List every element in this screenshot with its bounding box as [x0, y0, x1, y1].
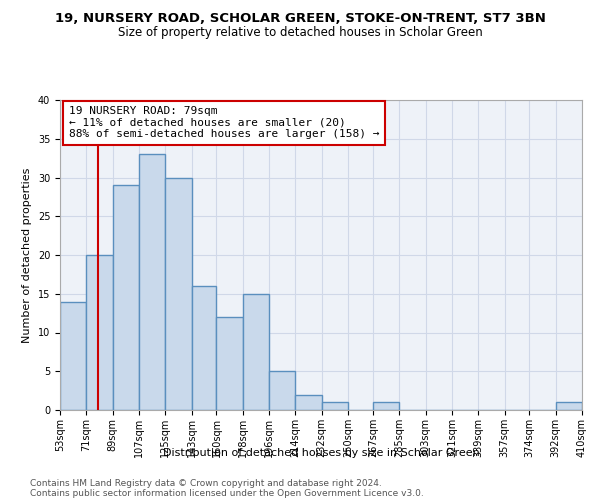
Bar [86, 255, 113, 410]
Y-axis label: Number of detached properties: Number of detached properties [22, 168, 32, 342]
Bar [556, 402, 582, 410]
Text: Size of property relative to detached houses in Scholar Green: Size of property relative to detached ho… [118, 26, 482, 39]
Bar [191, 286, 217, 410]
Bar [322, 402, 348, 410]
Bar [295, 394, 322, 410]
Text: Contains HM Land Registry data © Crown copyright and database right 2024.: Contains HM Land Registry data © Crown c… [30, 479, 382, 488]
Bar [165, 178, 191, 410]
Bar [139, 154, 165, 410]
Bar [113, 185, 139, 410]
Text: 19, NURSERY ROAD, SCHOLAR GREEN, STOKE-ON-TRENT, ST7 3BN: 19, NURSERY ROAD, SCHOLAR GREEN, STOKE-O… [55, 12, 545, 26]
Bar [243, 294, 269, 410]
Text: 19 NURSERY ROAD: 79sqm
← 11% of detached houses are smaller (20)
88% of semi-det: 19 NURSERY ROAD: 79sqm ← 11% of detached… [69, 106, 379, 140]
Text: Distribution of detached houses by size in Scholar Green: Distribution of detached houses by size … [163, 448, 479, 458]
Bar [60, 302, 86, 410]
Bar [269, 371, 295, 410]
Bar [217, 317, 243, 410]
Bar [373, 402, 399, 410]
Text: Contains public sector information licensed under the Open Government Licence v3: Contains public sector information licen… [30, 489, 424, 498]
